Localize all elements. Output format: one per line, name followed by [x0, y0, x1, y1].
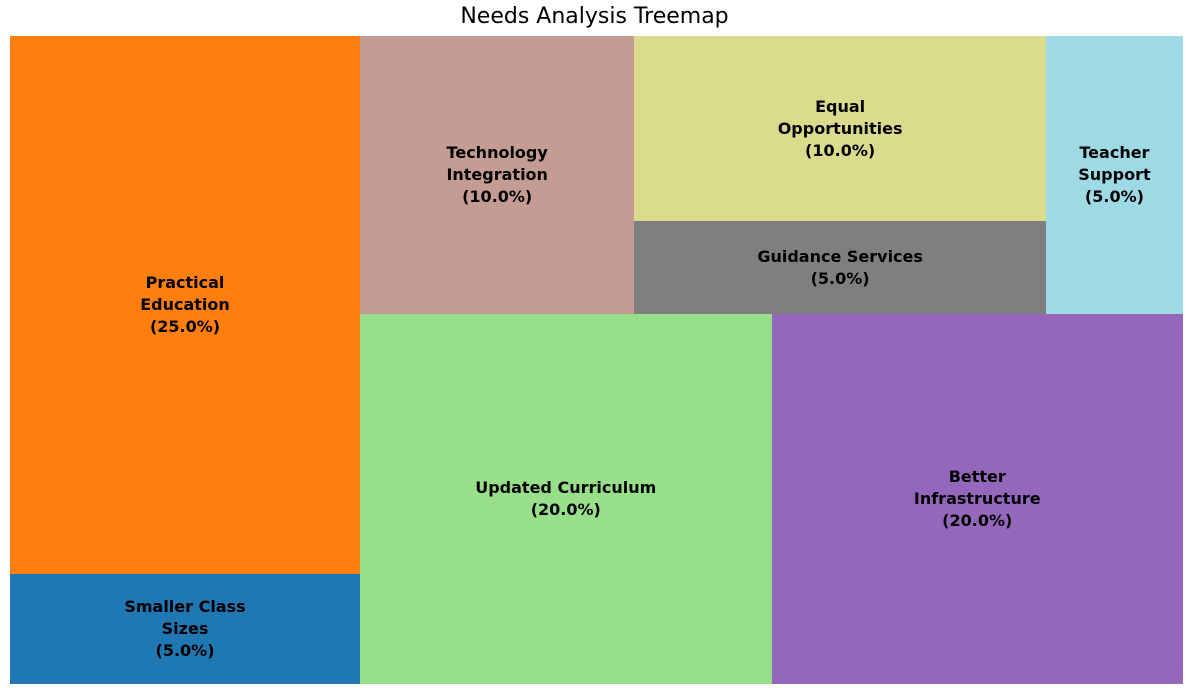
treemap-tile-label: Teacher Support (5.0%): [1078, 142, 1151, 206]
treemap-tile-smaller-class-sizes: Smaller Class Sizes (5.0%): [10, 573, 361, 684]
treemap-tile-teacher-support: Teacher Support (5.0%): [1045, 36, 1183, 314]
treemap-tile-guidance-services: Guidance Services (5.0%): [634, 221, 1046, 314]
treemap-tile-technology-integration: Technology Integration (10.0%): [360, 36, 635, 314]
treemap-tile-label: Technology Integration (10.0%): [446, 142, 548, 206]
treemap-tile-equal-opportunities: Equal Opportunities (10.0%): [634, 36, 1046, 222]
treemap-tile-label: Equal Opportunities (10.0%): [777, 96, 903, 160]
treemap-tile-updated-curriculum: Updated Curriculum (20.0%): [360, 313, 772, 684]
treemap-tile-label: Practical Education (25.0%): [140, 272, 230, 336]
treemap-tile-label: Smaller Class Sizes (5.0%): [124, 596, 246, 660]
treemap-plot-area: Practical Education (25.0%) Smaller Clas…: [10, 36, 1183, 684]
treemap-tile-better-infrastructure: Better Infrastructure (20.0%): [771, 313, 1183, 684]
treemap-tile-label: Guidance Services (5.0%): [757, 246, 923, 288]
treemap-tile-label: Better Infrastructure (20.0%): [913, 466, 1041, 530]
treemap-tile-practical-education: Practical Education (25.0%): [10, 36, 361, 574]
chart-title: Needs Analysis Treemap: [460, 4, 729, 29]
treemap-tile-label: Updated Curriculum (20.0%): [475, 477, 657, 519]
